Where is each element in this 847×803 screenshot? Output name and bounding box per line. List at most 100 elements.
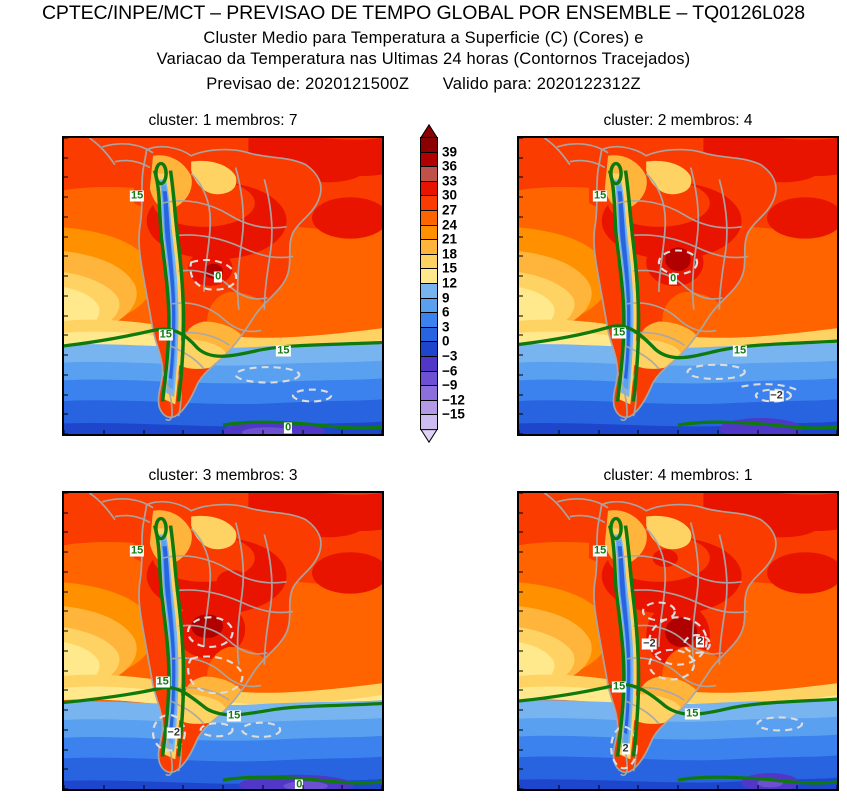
y-axis-tick-mark	[64, 138, 68, 139]
temperature-field-cluster-1	[64, 138, 382, 434]
colorbar-band	[420, 224, 438, 241]
colorbar-band	[420, 151, 438, 168]
x-axis-tick-mark	[836, 430, 837, 434]
forecast-dates: Previsao de: 2020121500Z Valido para: 20…	[0, 70, 847, 95]
y-axis-tick-mark	[64, 255, 68, 257]
y-axis-tick-mark	[519, 315, 523, 317]
temperature-field-cluster-3	[64, 493, 382, 789]
contour-label: 15	[592, 544, 608, 557]
y-axis-tick-mark	[64, 374, 68, 376]
x-axis-tick-mark	[341, 785, 343, 789]
x-axis-tick-mark	[519, 785, 520, 789]
map-panel-cluster-4[interactable]: 15N10N5NEQ5S10S15S20S25S30S35S40S45S50S5…	[517, 491, 839, 791]
y-axis-tick-mark	[64, 729, 68, 731]
colorbar-tick-label: 27	[442, 202, 458, 218]
y-axis-tick-mark	[519, 531, 523, 533]
colorbar-tick-label: 12	[442, 275, 458, 291]
y-axis-tick-mark	[519, 610, 523, 612]
y-axis-tick-mark	[519, 334, 523, 336]
x-axis-tick-mark	[222, 430, 224, 434]
y-axis-tick-mark	[519, 571, 523, 573]
contour-label: 15	[685, 707, 700, 720]
map-panel-cluster-3[interactable]: 15N10N5NEQ5S10S15S20S25S30S35S40S45S50S5…	[62, 491, 384, 791]
x-axis-tick-mark	[143, 430, 144, 434]
colorbar-tick-label: 9	[442, 290, 450, 306]
y-axis-tick-mark	[519, 216, 523, 218]
y-axis-tick-mark	[64, 433, 68, 434]
y-axis-tick-mark	[64, 709, 68, 711]
y-axis-tick-mark	[519, 670, 523, 672]
y-axis-tick-mark	[519, 551, 523, 553]
contour-label: −2	[769, 389, 784, 402]
subtitle-line-1: Cluster Medio para Temperatura a Superfi…	[203, 29, 644, 47]
colorbar-tick-label: −6	[442, 363, 458, 379]
colorbar-band	[420, 283, 438, 299]
contour-label: 15	[158, 328, 173, 341]
x-axis-tick-mark	[103, 785, 105, 789]
y-axis-tick-mark	[519, 630, 523, 632]
y-axis-tick-mark	[519, 255, 523, 257]
contour-label: 15	[732, 344, 748, 357]
y-axis-tick-mark	[519, 689, 523, 691]
contour-label: 0	[669, 272, 678, 285]
colorbar-band	[420, 370, 438, 387]
y-axis-tick-mark	[519, 768, 523, 770]
y-axis-tick-mark	[64, 768, 68, 770]
y-axis-tick-mark	[64, 531, 68, 533]
map-panel-cluster-1[interactable]: 15N10N5NEQ5S10S15S20S25S30S35S40S45S50S5…	[62, 136, 384, 436]
y-axis-tick-mark	[64, 788, 68, 789]
map-panel-cluster-2[interactable]: 15N10N5NEQ5S10S15S20S25S30S35S40S45S50S5…	[517, 136, 839, 436]
y-axis-tick-mark	[64, 354, 68, 356]
x-axis-tick-mark	[836, 785, 837, 789]
contour-label: 0	[284, 421, 293, 434]
colorbar-tick-label: 36	[442, 158, 458, 174]
x-axis-tick-mark	[677, 785, 679, 789]
y-axis-tick-mark	[64, 394, 68, 396]
y-axis-tick-mark	[519, 729, 523, 731]
colorbar-band	[420, 385, 438, 401]
y-axis-tick-mark	[64, 315, 68, 317]
y-axis-tick-mark	[519, 374, 523, 376]
y-axis-tick-mark	[519, 413, 523, 415]
x-axis-tick-mark	[143, 785, 144, 789]
y-axis-tick-mark	[519, 650, 523, 652]
y-axis-tick-mark	[519, 591, 523, 593]
contour-label: −2	[642, 637, 657, 650]
colorbar-band	[420, 180, 438, 197]
temperature-colorbar: 39 36 33 30 27 24 21 18 15 12 9 6 3 0 −3 −6 −9 −12 −15	[420, 124, 465, 443]
colorbar-band	[420, 239, 438, 255]
x-axis-tick-mark	[182, 430, 184, 434]
colorbar-band	[420, 326, 438, 343]
subtitle-line-2: Variacao da Temperatura nas Ultimas 24 h…	[156, 50, 691, 68]
x-axis-tick-mark	[796, 430, 798, 434]
y-axis-tick-mark	[64, 551, 68, 553]
colorbar-tick-label: 3	[442, 319, 450, 335]
x-axis-tick-mark	[519, 430, 520, 434]
colorbar-band	[420, 210, 438, 226]
colorbar-tick-label: 15	[442, 260, 458, 276]
colorbar-tick-label: −12	[442, 392, 465, 408]
colorbar-tick-label: 21	[442, 231, 458, 247]
y-axis-tick-mark	[64, 650, 68, 652]
x-axis-tick-mark	[598, 430, 599, 434]
y-axis-tick-mark	[519, 749, 523, 751]
contour-label: 0	[214, 270, 223, 283]
temperature-field-cluster-2	[519, 138, 837, 434]
y-axis-tick-mark	[519, 295, 523, 297]
contour-label: 15	[155, 675, 170, 688]
x-axis-tick-mark	[558, 785, 560, 789]
panel-title-cluster-3: cluster: 3 membros: 3	[148, 467, 298, 484]
page-header: CPTEC/INPE/MCT – PREVISAO DE TEMPO GLOBA…	[0, 0, 847, 95]
y-axis-tick-mark	[64, 512, 68, 514]
colorbar-band	[420, 356, 438, 372]
x-axis-tick-mark	[637, 785, 639, 789]
x-axis-tick-mark	[302, 430, 303, 434]
y-axis-tick-mark	[64, 295, 68, 297]
contour-label: 2	[696, 635, 705, 648]
y-axis-tick-mark	[64, 591, 68, 593]
x-axis-tick-mark	[677, 430, 679, 434]
y-axis-tick-mark	[519, 493, 523, 494]
x-axis-tick-mark	[381, 785, 382, 789]
x-axis-tick-mark	[222, 785, 224, 789]
contour-label: 15	[130, 189, 145, 202]
